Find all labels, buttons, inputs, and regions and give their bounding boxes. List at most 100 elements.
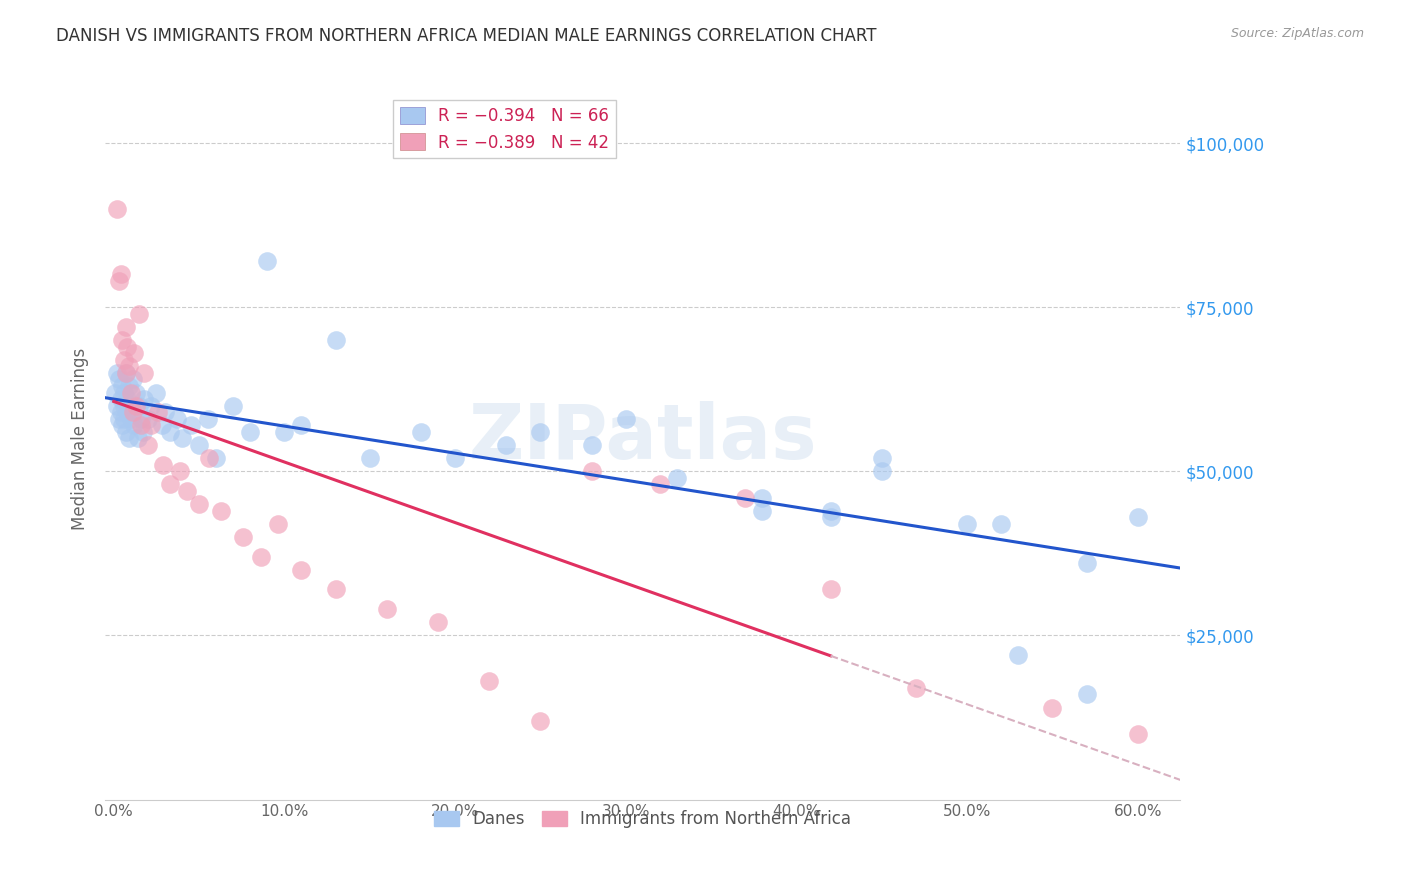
Point [145, 385, 167, 400]
Point [870, 464, 893, 478]
Point [104, 385, 127, 400]
Point [1126, 510, 1149, 524]
Point [117, 405, 139, 419]
Point [122, 418, 145, 433]
Point [1076, 688, 1098, 702]
Point [146, 405, 169, 419]
Point [820, 510, 842, 524]
Point [359, 451, 381, 466]
Point [734, 491, 756, 505]
Point [117, 340, 139, 354]
Point [121, 405, 143, 419]
Point [105, 202, 128, 216]
Point [110, 392, 132, 406]
Point [273, 425, 295, 439]
Point [614, 411, 637, 425]
Point [325, 333, 347, 347]
Point [159, 425, 181, 439]
Point [409, 425, 432, 439]
Point [108, 372, 131, 386]
Point [114, 366, 136, 380]
Point [290, 418, 312, 433]
Point [120, 399, 142, 413]
Point [108, 411, 131, 425]
Point [648, 477, 671, 491]
Legend: Danes, Immigrants from Northern Africa: Danes, Immigrants from Northern Africa [427, 803, 858, 835]
Point [529, 425, 551, 439]
Text: ZIPatlas: ZIPatlas [468, 401, 817, 475]
Point [956, 516, 979, 531]
Point [150, 418, 173, 433]
Point [112, 385, 135, 400]
Point [232, 530, 254, 544]
Point [134, 392, 156, 406]
Point [110, 268, 132, 282]
Point [105, 399, 128, 413]
Point [197, 411, 219, 425]
Point [180, 418, 202, 433]
Point [118, 379, 141, 393]
Point [112, 399, 135, 413]
Point [141, 399, 163, 413]
Point [136, 411, 159, 425]
Point [169, 464, 191, 478]
Point [444, 451, 467, 466]
Point [820, 504, 842, 518]
Point [120, 385, 142, 400]
Point [290, 563, 312, 577]
Point [478, 674, 501, 689]
Point [117, 392, 139, 406]
Point [125, 399, 148, 413]
Point [427, 615, 450, 630]
Text: Source: ZipAtlas.com: Source: ZipAtlas.com [1230, 27, 1364, 40]
Point [105, 366, 128, 380]
Point [820, 582, 842, 597]
Point [111, 333, 134, 347]
Point [121, 372, 143, 386]
Point [751, 504, 773, 518]
Point [205, 451, 228, 466]
Point [141, 418, 163, 433]
Point [110, 405, 132, 419]
Point [581, 464, 603, 478]
Point [266, 516, 288, 531]
Point [188, 497, 211, 511]
Point [209, 504, 232, 518]
Point [256, 254, 278, 268]
Point [118, 432, 141, 446]
Point [118, 359, 141, 374]
Point [581, 438, 603, 452]
Point [120, 411, 142, 425]
Point [112, 411, 135, 425]
Point [170, 432, 193, 446]
Point [132, 425, 155, 439]
Point [111, 418, 134, 433]
Point [134, 366, 156, 380]
Point [904, 681, 927, 695]
Point [1042, 700, 1064, 714]
Y-axis label: Median Male Earnings: Median Male Earnings [72, 347, 89, 530]
Point [122, 346, 145, 360]
Point [1076, 556, 1098, 570]
Point [153, 405, 176, 419]
Point [176, 483, 198, 498]
Point [188, 438, 211, 452]
Point [665, 471, 688, 485]
Point [128, 399, 150, 413]
Point [114, 319, 136, 334]
Point [114, 425, 136, 439]
Point [198, 451, 221, 466]
Point [222, 399, 245, 413]
Point [325, 582, 347, 597]
Point [249, 549, 271, 564]
Point [495, 438, 517, 452]
Point [112, 352, 135, 367]
Point [108, 274, 131, 288]
Point [128, 307, 150, 321]
Point [751, 491, 773, 505]
Point [114, 366, 136, 380]
Point [111, 379, 134, 393]
Point [990, 516, 1012, 531]
Point [166, 411, 188, 425]
Point [375, 602, 398, 616]
